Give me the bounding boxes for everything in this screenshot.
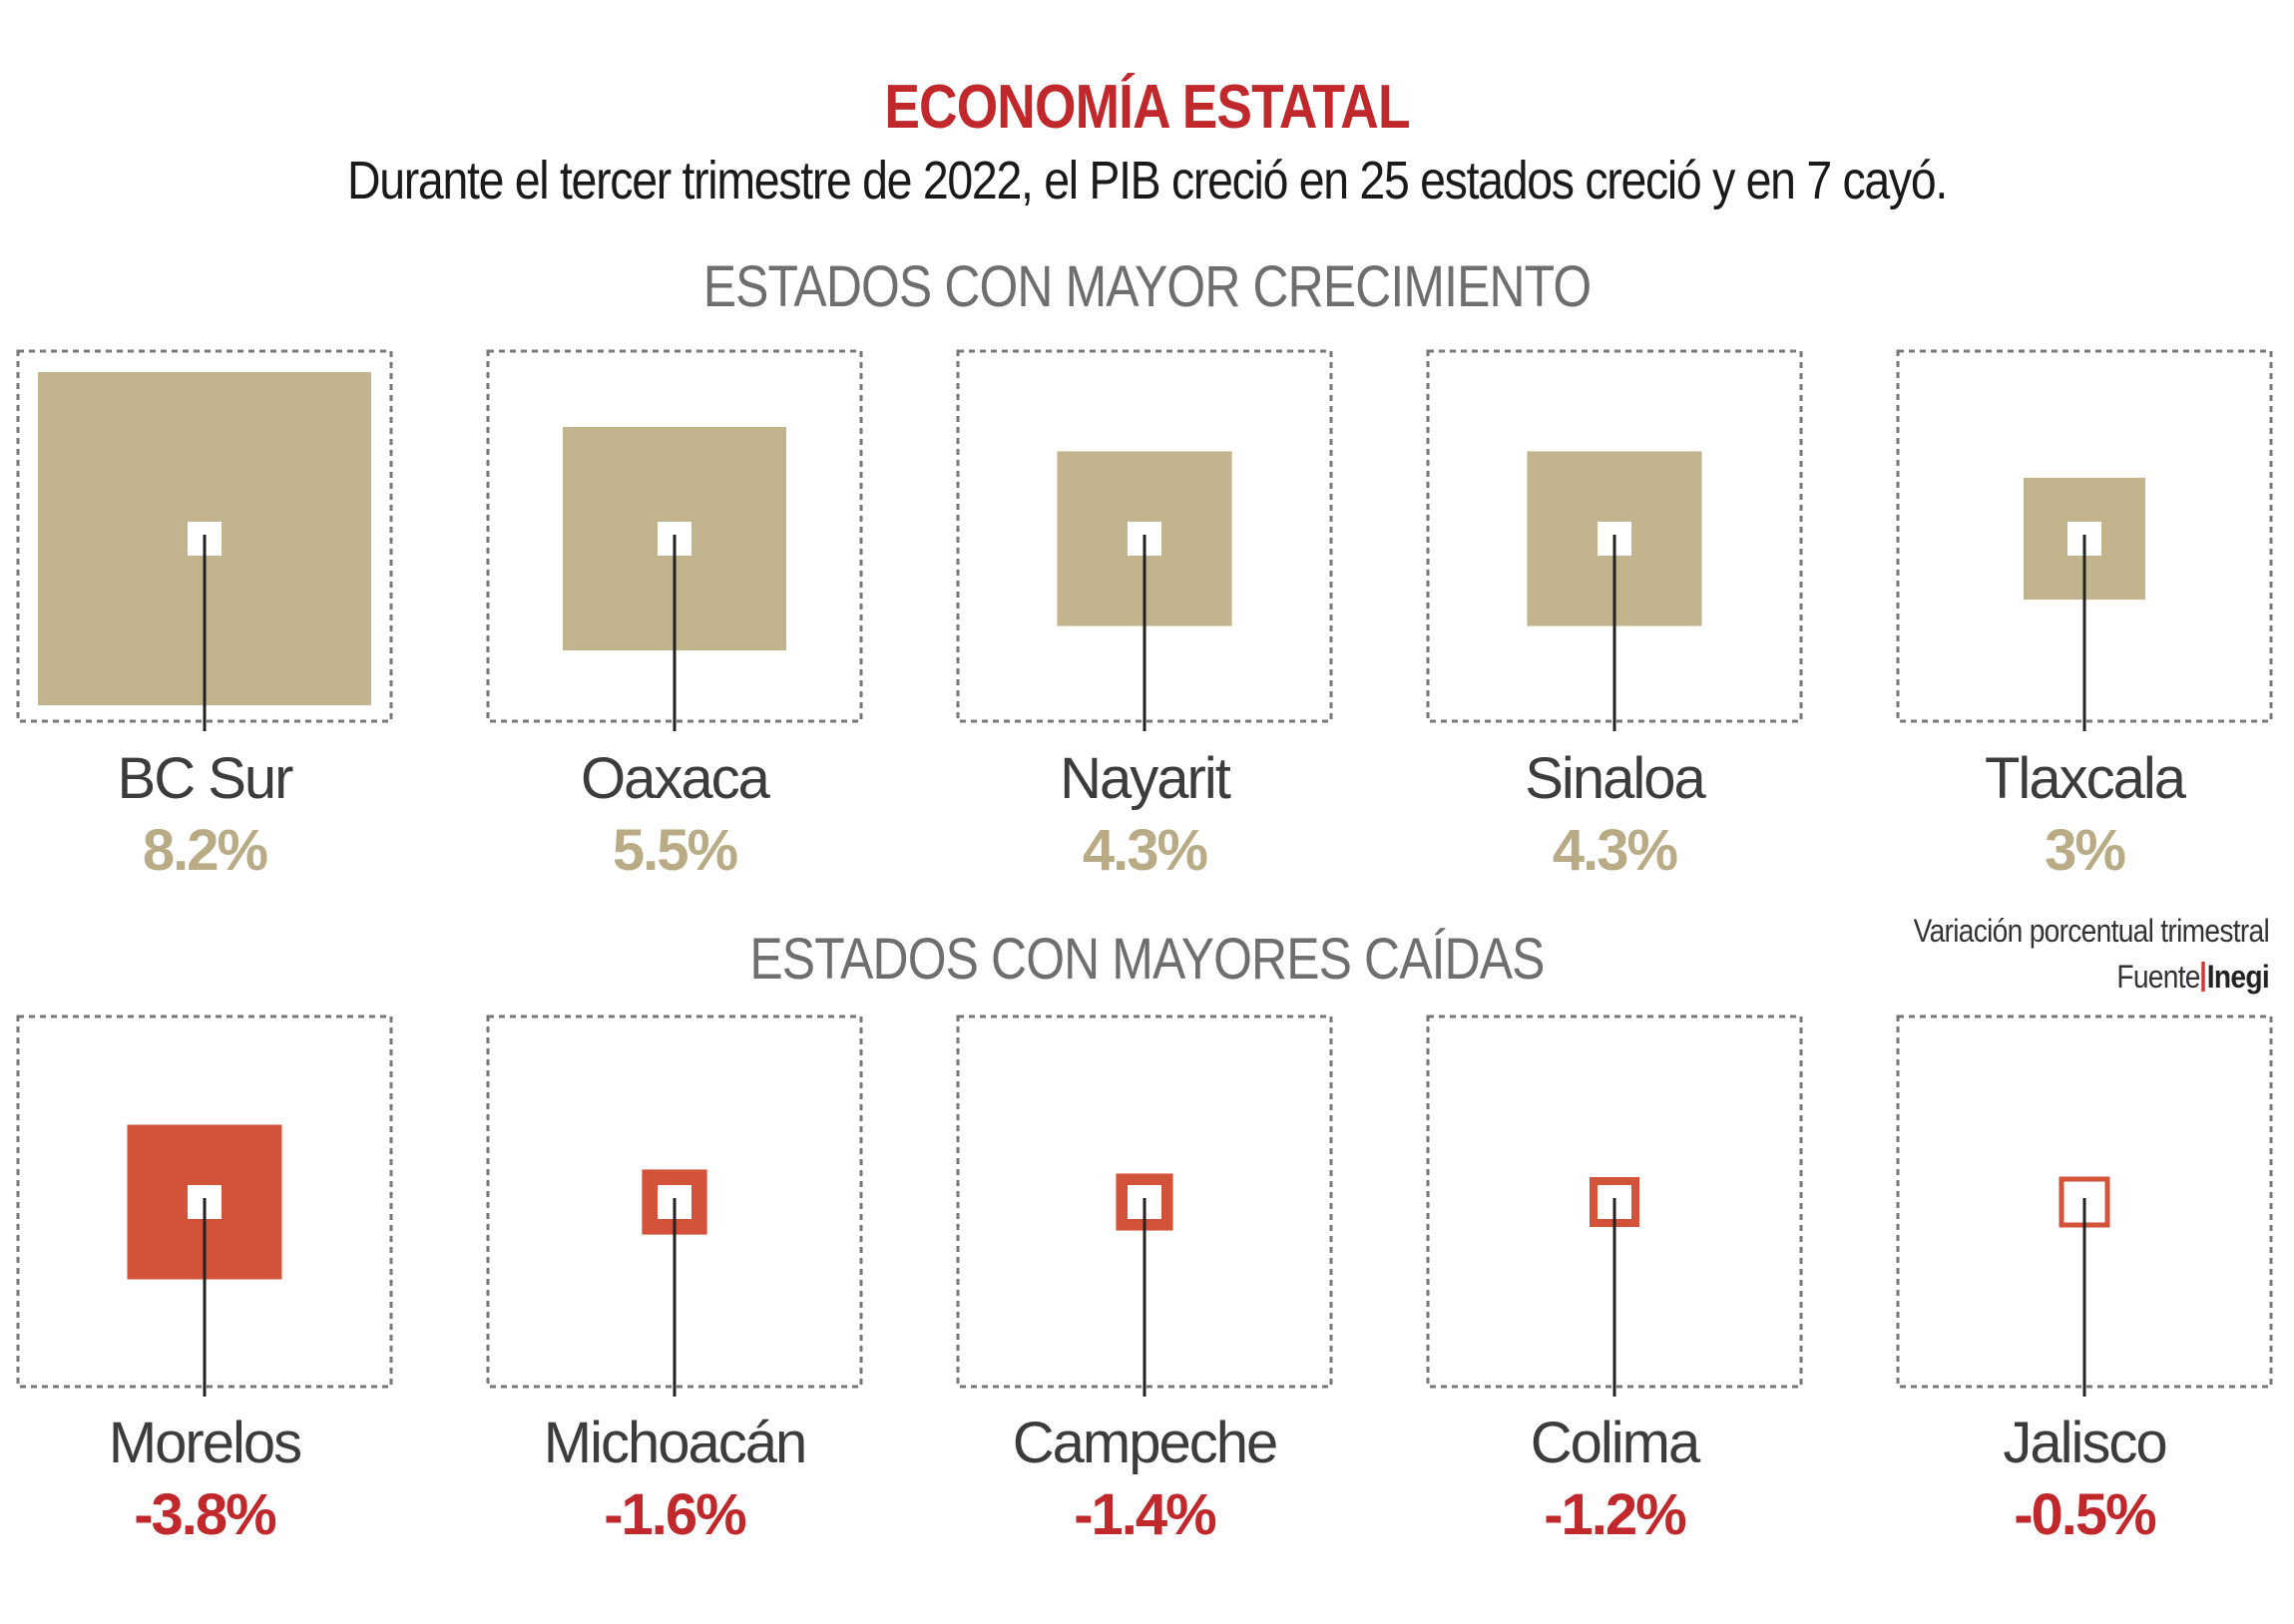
frame-box: [1426, 349, 1803, 723]
category-label: Sinaloa: [1525, 746, 1706, 811]
frame-box: [1896, 349, 2273, 723]
chart-subtitle: Durante el tercer trimestre de 2022, el …: [346, 151, 1948, 210]
category-label: Nayarit: [1060, 746, 1231, 811]
legend: Variación porcentual trimestral Fuente In…: [1913, 908, 2270, 1000]
frame-box: [956, 349, 1333, 723]
value-label: 8.2%: [143, 818, 268, 883]
value-label: 3%: [2045, 818, 2125, 883]
category-label: Jalisco: [2003, 1411, 2165, 1475]
source-label: Fuente: [2116, 959, 2200, 995]
category-label: BC Sur: [118, 746, 294, 811]
frame-box: [486, 1015, 863, 1389]
chart-title: ECONOMÍA ESTATAL: [884, 73, 1410, 142]
value-label: 4.3%: [1553, 818, 1678, 883]
frame-box: [16, 1015, 393, 1389]
frame-box: [956, 1015, 1333, 1389]
category-label: Campeche: [1013, 1411, 1276, 1475]
legend-note: Variación porcentual trimestral: [1913, 913, 2270, 949]
section-heading-decline: ESTADOS CON MAYORES CAÍDAS: [749, 927, 1545, 992]
value-label: 4.3%: [1083, 818, 1208, 883]
section-heading-growth: ESTADOS CON MAYOR CRECIMIENTO: [702, 254, 1592, 319]
category-label: Colima: [1531, 1411, 1701, 1475]
value-label: 5.5%: [613, 818, 738, 883]
value-label: -1.6%: [604, 1482, 746, 1547]
value-label: -1.2%: [1544, 1482, 1686, 1547]
category-label: Oaxaca: [581, 746, 771, 811]
source-name: Inegi: [2206, 959, 2270, 995]
source-line: Fuente Inegi: [1914, 954, 2269, 1000]
frame-box: [1426, 1015, 1803, 1389]
source-separator: [2201, 962, 2206, 992]
value-label: -1.4%: [1074, 1482, 1216, 1547]
value-label: -0.5%: [2014, 1482, 2156, 1547]
category-label: Michoacán: [544, 1411, 805, 1475]
category-label: Tlaxcala: [1985, 746, 2187, 811]
frame-box: [16, 349, 393, 723]
frame-box: [486, 349, 863, 723]
frame-box: [1896, 1015, 2273, 1389]
value-label: -3.8%: [134, 1482, 276, 1547]
category-label: Morelos: [109, 1411, 300, 1475]
